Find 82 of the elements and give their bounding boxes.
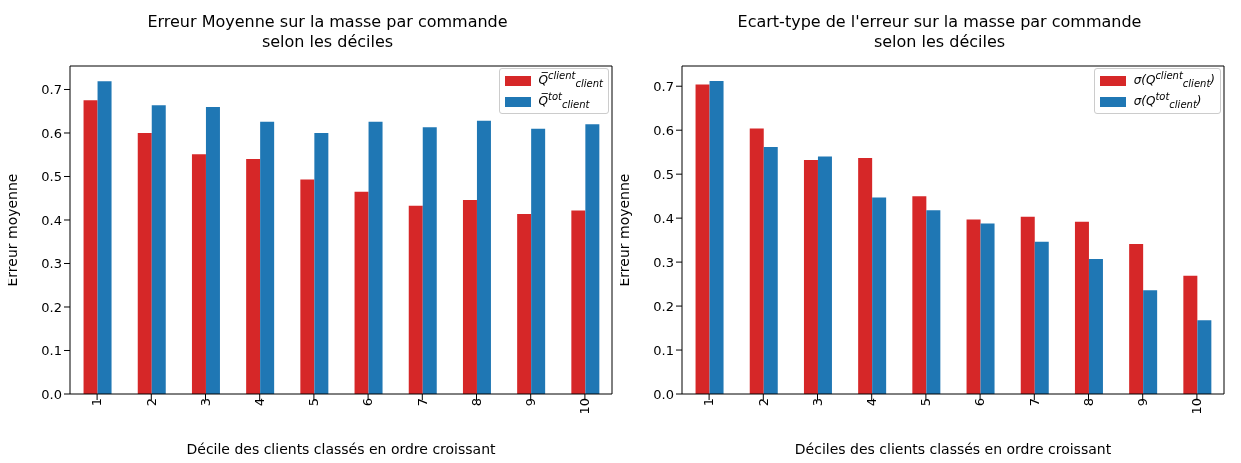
bar [695, 84, 710, 394]
chart-title: Ecart-type de l'erreur sur la masse par commande selon les déciles [736, 12, 1143, 52]
x-tick-label: 9 [1134, 398, 1150, 407]
y-tick-label: 0.5 [653, 166, 674, 182]
bar [585, 124, 600, 394]
bar [300, 179, 315, 394]
bar [1129, 244, 1144, 394]
x-axis-title: Déciles des clients classés en ordre croissant [794, 441, 1112, 457]
x-tick-label: 4 [251, 398, 267, 407]
x-tick-label: 3 [197, 398, 213, 407]
x-tick-label: 5 [918, 398, 934, 407]
y-tick-label: 0.0 [653, 386, 674, 402]
y-tick-label: 0.5 [41, 169, 62, 185]
x-tick-label: 10 [577, 398, 593, 415]
x-tick-label: 2 [143, 398, 159, 407]
x-tick-label: 2 [755, 398, 771, 407]
bar [817, 156, 832, 394]
bar [872, 197, 887, 394]
bar [246, 159, 261, 394]
x-tick-label: 9 [522, 398, 538, 407]
bar [980, 223, 995, 394]
x-tick-label: 5 [306, 398, 322, 407]
y-tick-label: 0.7 [41, 82, 62, 98]
x-tick-label: 8 [468, 398, 484, 407]
bar [462, 199, 477, 394]
bar [205, 106, 220, 394]
bar [966, 219, 981, 394]
legend-label: σ(Q$^{tot}$$_{client}$) [1133, 90, 1202, 113]
x-tick-label: 6 [360, 398, 376, 407]
bar [476, 120, 491, 394]
bar [858, 157, 873, 394]
x-tick-label: 1 [89, 398, 105, 407]
bar [354, 191, 369, 394]
bar [763, 146, 778, 394]
bar [803, 160, 818, 394]
y-tick-label: 0.4 [41, 212, 62, 228]
bar [1074, 221, 1089, 394]
bar [422, 127, 437, 394]
x-tick-label: 6 [972, 398, 988, 407]
y-tick-label: 0.3 [41, 256, 62, 272]
bar [709, 80, 724, 394]
y-tick-label: 0.6 [653, 122, 674, 138]
y-tick-label: 0.2 [41, 299, 62, 315]
y-tick-label: 0.6 [41, 125, 62, 141]
bar [314, 132, 329, 394]
x-tick-label: 1 [701, 398, 717, 407]
y-tick-label: 0.1 [653, 342, 674, 358]
y-tick-label: 0.4 [653, 210, 674, 226]
x-tick-label: 3 [809, 398, 825, 407]
bar [1197, 320, 1212, 394]
y-tick-label: 0.1 [41, 343, 62, 359]
bar [926, 210, 941, 394]
chart-title: Erreur Moyenne sur la masse par commande selon les déciles [146, 12, 509, 52]
bar [83, 100, 98, 394]
bar [408, 205, 423, 394]
bar [1020, 216, 1035, 394]
legend-label: σ(Q$^{client}$$_{client}$) [1133, 69, 1215, 92]
bar [260, 121, 275, 394]
x-axis-title: Décile des clients classés en ordre croissant [186, 441, 497, 457]
bar [517, 213, 532, 394]
x-tick-label: 7 [414, 398, 430, 407]
x-tick-label: 4 [863, 398, 879, 407]
bar [1088, 259, 1103, 394]
bar [1034, 241, 1049, 394]
x-tick-label: 8 [1080, 398, 1096, 407]
y-tick-label: 0.0 [41, 386, 62, 402]
bar [137, 132, 152, 394]
x-tick-label: 10 [1189, 398, 1205, 415]
y-tick-label: 0.3 [653, 254, 674, 270]
bar [368, 121, 383, 394]
y-tick-label: 0.7 [653, 78, 674, 94]
bar [97, 81, 112, 394]
y-tick-label: 0.2 [653, 298, 674, 314]
bar [571, 210, 586, 394]
bar [1143, 290, 1158, 394]
x-tick-label: 7 [1026, 398, 1042, 407]
bar [151, 105, 166, 394]
bar [912, 196, 927, 394]
bar [1183, 275, 1198, 394]
bar [531, 128, 546, 394]
bar [749, 128, 764, 394]
bar [191, 154, 206, 394]
